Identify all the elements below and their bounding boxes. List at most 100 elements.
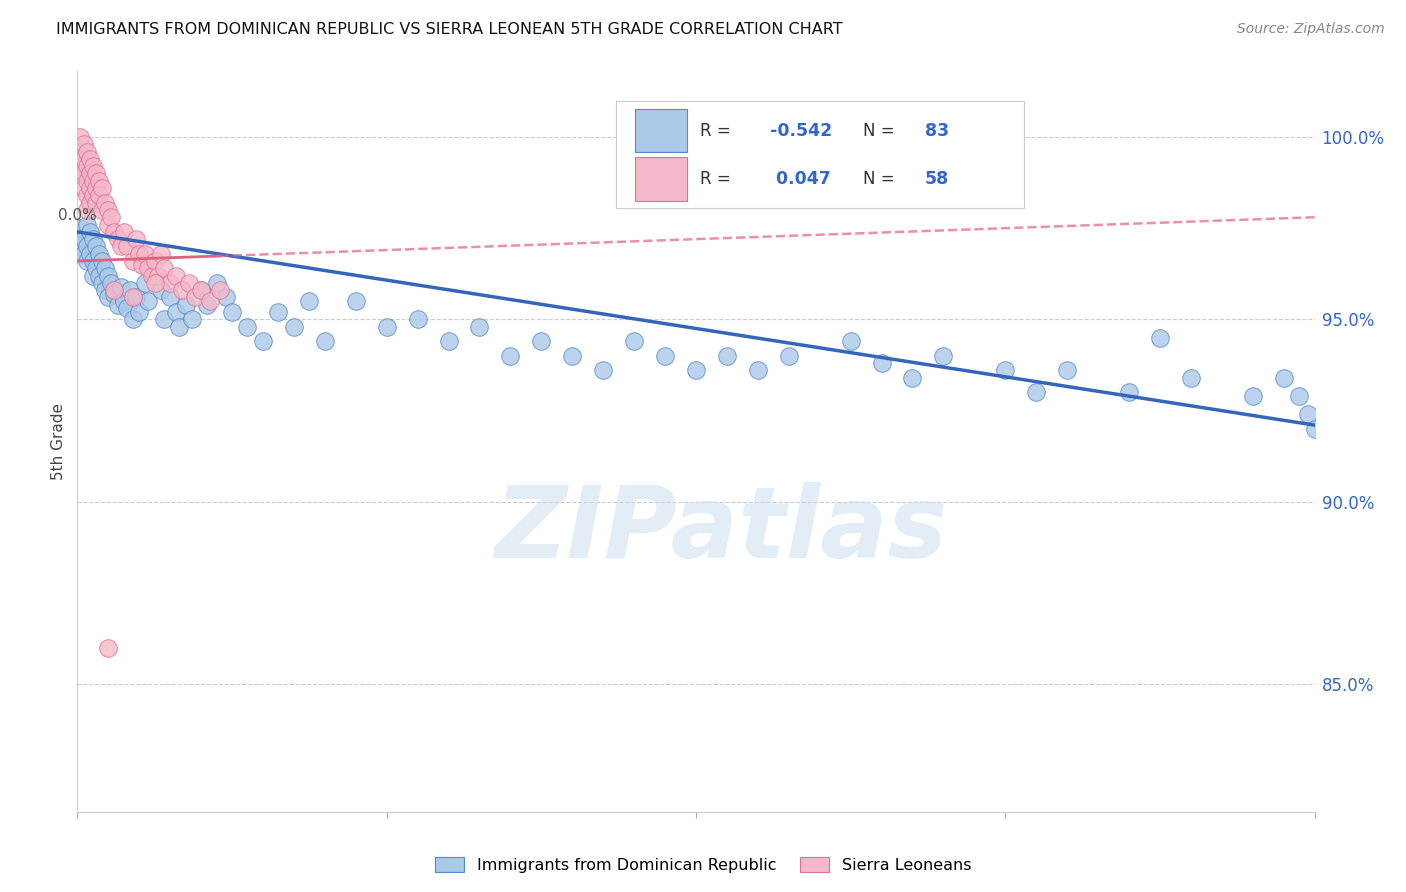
Point [91, 276, 114, 290]
Point [932, 349, 955, 363]
Text: 83: 83 [925, 121, 949, 139]
Point [125, 290, 148, 304]
Text: 58: 58 [925, 169, 949, 187]
Point [82, 188, 104, 202]
Text: R =: R = [700, 169, 735, 187]
Point [122, 254, 145, 268]
Point [94, 261, 117, 276]
Point [159, 290, 181, 304]
Point [165, 305, 187, 319]
Point [76, 218, 98, 232]
Point [72, 152, 94, 166]
Point [1025, 385, 1047, 400]
Point [200, 294, 222, 309]
Point [1118, 385, 1140, 400]
Point [298, 294, 321, 309]
Point [172, 283, 194, 297]
Point [146, 268, 169, 283]
Point [103, 283, 125, 297]
Point [87, 174, 110, 188]
Point [72, 137, 94, 152]
Point [125, 232, 148, 246]
Point [134, 276, 156, 290]
Point [97, 640, 120, 655]
Point [190, 283, 212, 297]
Point [716, 349, 738, 363]
Point [153, 261, 176, 276]
Point [208, 283, 231, 297]
Point [236, 319, 259, 334]
Point [100, 276, 122, 290]
Point [267, 305, 290, 319]
Point [82, 232, 104, 246]
Point [654, 349, 676, 363]
Point [149, 283, 172, 297]
Point [118, 283, 141, 297]
Point [344, 294, 367, 309]
Point [205, 276, 228, 290]
Point [122, 290, 145, 304]
Point [685, 363, 707, 377]
Point [107, 232, 129, 246]
FancyBboxPatch shape [636, 157, 688, 201]
Point [76, 254, 98, 268]
Point [87, 268, 110, 283]
Point [76, 202, 98, 217]
Point [69, 221, 91, 235]
Point [1298, 407, 1320, 421]
Point [82, 159, 104, 173]
Point [72, 166, 94, 180]
Point [79, 166, 101, 180]
Text: ZIPatlas: ZIPatlas [494, 482, 948, 579]
Point [184, 290, 207, 304]
Point [592, 363, 614, 377]
Point [91, 254, 114, 268]
Point [138, 261, 160, 276]
Point [100, 211, 122, 225]
Point [165, 268, 187, 283]
Point [283, 319, 305, 334]
Text: R =: R = [700, 121, 735, 139]
Point [87, 246, 110, 260]
Point [115, 301, 138, 316]
Point [468, 319, 491, 334]
Text: N =: N = [863, 121, 900, 139]
Point [174, 298, 197, 312]
Point [839, 334, 862, 349]
Point [1288, 389, 1310, 403]
Text: -0.542: -0.542 [770, 121, 832, 139]
Point [103, 286, 125, 301]
Point [82, 174, 104, 188]
Point [87, 188, 110, 202]
Point [69, 239, 91, 253]
Point [143, 276, 166, 290]
Point [561, 349, 583, 363]
Point [72, 246, 94, 260]
Text: N =: N = [863, 169, 900, 187]
Point [82, 268, 104, 283]
Point [406, 312, 429, 326]
Point [141, 268, 163, 283]
Point [314, 334, 336, 349]
Point [69, 159, 91, 173]
Point [76, 188, 98, 202]
Point [84, 261, 107, 276]
Point [131, 258, 153, 272]
Point [159, 276, 181, 290]
Point [1303, 422, 1326, 436]
Point [76, 159, 98, 173]
Point [180, 312, 202, 326]
Point [190, 283, 212, 297]
Point [94, 195, 117, 210]
Point [530, 334, 553, 349]
Point [747, 363, 769, 377]
Point [82, 254, 104, 268]
Point [138, 294, 160, 309]
Point [143, 254, 166, 268]
Legend: Immigrants from Dominican Republic, Sierra Leoneans: Immigrants from Dominican Republic, Sier… [429, 851, 977, 880]
Point [221, 305, 243, 319]
Point [97, 218, 120, 232]
Point [79, 195, 101, 210]
Point [177, 276, 200, 290]
FancyBboxPatch shape [616, 101, 1024, 209]
